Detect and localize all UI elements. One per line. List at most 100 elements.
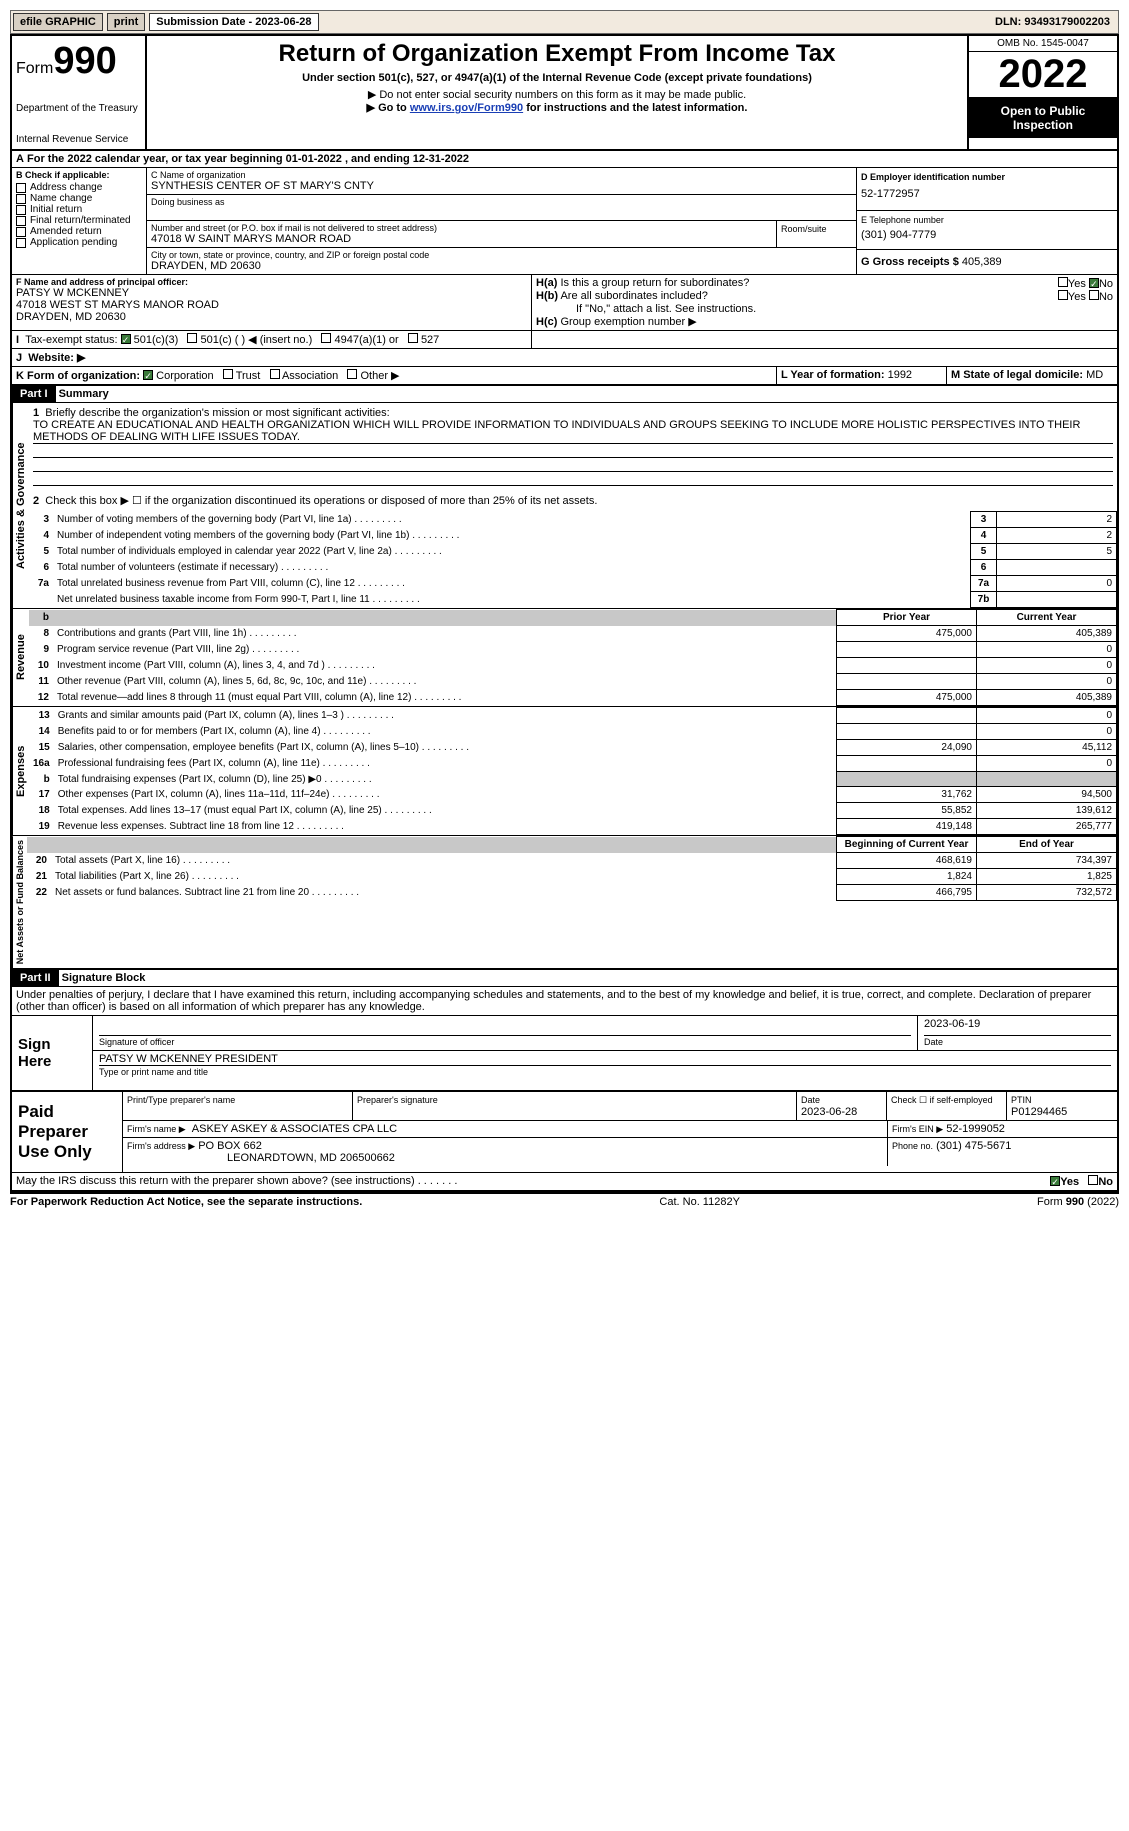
form-label: Form bbox=[16, 60, 53, 77]
corp-checkbox[interactable]: ✓ bbox=[143, 370, 153, 380]
goto-prefix: ▶ Go to bbox=[367, 102, 410, 114]
pra-notice: For Paperwork Reduction Act Notice, see … bbox=[10, 1196, 362, 1208]
table-row: 20Total assets (Part X, line 16)468,6197… bbox=[27, 853, 1117, 869]
side-governance: Activities & Governance bbox=[12, 403, 29, 608]
other-checkbox[interactable] bbox=[347, 369, 357, 379]
side-expenses: Expenses bbox=[12, 707, 29, 835]
checkbox-amended-return[interactable]: Amended return bbox=[16, 226, 142, 237]
topbar: efile GRAPHIC print Submission Date - 20… bbox=[10, 10, 1119, 34]
table-row: 15Salaries, other compensation, employee… bbox=[29, 740, 1117, 756]
q1-label: Briefly describe the organization's miss… bbox=[45, 407, 389, 419]
assoc-checkbox[interactable] bbox=[270, 369, 280, 379]
box-k-label: K Form of organization: bbox=[16, 370, 140, 382]
table-row: 22Net assets or fund balances. Subtract … bbox=[27, 885, 1117, 901]
side-netassets: Net Assets or Fund Balances bbox=[12, 836, 27, 968]
ha-no-checkbox[interactable]: ✓ bbox=[1089, 278, 1099, 288]
firm-phone: (301) 475-5671 bbox=[936, 1140, 1011, 1152]
irs-link[interactable]: www.irs.gov/Form990 bbox=[410, 102, 523, 114]
discuss-question: May the IRS discuss this return with the… bbox=[16, 1175, 1050, 1188]
ein: 52-1772957 bbox=[861, 182, 1113, 206]
dba-label: Doing business as bbox=[151, 197, 852, 207]
firm-addr-label: Firm's address ▶ bbox=[127, 1141, 195, 1151]
open-to-public: Open to Public Inspection bbox=[969, 98, 1117, 138]
hb-label: Are all subordinates included? bbox=[560, 290, 707, 302]
hb-note: If "No," attach a list. See instructions… bbox=[536, 303, 1113, 315]
ptin: P01294465 bbox=[1011, 1106, 1067, 1118]
checkbox-application-pending[interactable]: Application pending bbox=[16, 237, 142, 248]
table-row: 17Other expenses (Part IX, column (A), l… bbox=[29, 787, 1117, 803]
hb-yes-checkbox[interactable] bbox=[1058, 290, 1068, 300]
form-footer: Form 990 (2022) bbox=[1037, 1196, 1119, 1208]
checkbox-final-return-terminated[interactable]: Final return/terminated bbox=[16, 215, 142, 226]
ha-label: Is this a group return for subordinates? bbox=[560, 277, 749, 289]
table-row: 6Total number of volunteers (estimate if… bbox=[29, 560, 1117, 576]
print-name-label: Type or print name and title bbox=[99, 1067, 208, 1077]
year-formation: 1992 bbox=[888, 369, 912, 381]
box-g-label: G Gross receipts $ bbox=[861, 256, 959, 268]
form-note-ssn: ▶ Do not enter social security numbers o… bbox=[151, 88, 963, 101]
501c3-checkbox[interactable]: ✓ bbox=[121, 334, 131, 344]
box-l-label: L Year of formation: bbox=[781, 369, 885, 381]
addr-label: Number and street (or P.O. box if mail i… bbox=[151, 223, 772, 233]
prep-name-label: Print/Type preparer's name bbox=[127, 1095, 235, 1105]
table-row: 16aProfessional fundraising fees (Part I… bbox=[29, 756, 1117, 772]
table-row: 8Contributions and grants (Part VIII, li… bbox=[29, 626, 1117, 642]
firm-name: ASKEY ASKEY & ASSOCIATES CPA LLC bbox=[192, 1123, 397, 1135]
officer-addr2: DRAYDEN, MD 20630 bbox=[16, 311, 527, 323]
box-e-label: E Telephone number bbox=[861, 215, 1113, 225]
goto-suffix: for instructions and the latest informat… bbox=[523, 102, 747, 114]
box-m-label: M State of legal domicile: bbox=[951, 369, 1083, 381]
dln: DLN: 93493179002203 bbox=[995, 16, 1116, 28]
table-row: bTotal fundraising expenses (Part IX, co… bbox=[29, 772, 1117, 787]
firm-ein: 52-1999052 bbox=[946, 1123, 1005, 1135]
efile-button[interactable]: efile GRAPHIC bbox=[13, 13, 103, 31]
box-i-label: Tax-exempt status: bbox=[25, 334, 117, 346]
table-row: 12Total revenue—add lines 8 through 11 (… bbox=[29, 690, 1117, 706]
firm-addr2: LEONARDTOWN, MD 206500662 bbox=[127, 1152, 395, 1164]
officer-print-name: PATSY W MCKENNEY PRESIDENT bbox=[99, 1053, 1111, 1066]
form-number: 990 bbox=[53, 40, 116, 82]
discuss-no-checkbox[interactable] bbox=[1088, 1175, 1098, 1185]
form-subtitle: Under section 501(c), 527, or 4947(a)(1)… bbox=[151, 72, 963, 84]
table-row: Net unrelated business taxable income fr… bbox=[29, 592, 1117, 608]
form-header: Form990 Department of the Treasury Inter… bbox=[10, 34, 1119, 151]
checkbox-address-change[interactable]: Address change bbox=[16, 182, 142, 193]
mission-text: TO CREATE AN EDUCATIONAL AND HEALTH ORGA… bbox=[33, 419, 1113, 444]
box-c-label: C Name of organization bbox=[151, 170, 852, 180]
sig-officer-label: Signature of officer bbox=[99, 1037, 174, 1047]
cat-no: Cat. No. 11282Y bbox=[659, 1196, 740, 1208]
box-d-label: D Employer identification number bbox=[861, 172, 1113, 182]
table-row: 21Total liabilities (Part X, line 26)1,8… bbox=[27, 869, 1117, 885]
city-state-zip: DRAYDEN, MD 20630 bbox=[151, 260, 852, 272]
527-checkbox[interactable] bbox=[408, 333, 418, 343]
4947-checkbox[interactable] bbox=[321, 333, 331, 343]
table-row: 19Revenue less expenses. Subtract line 1… bbox=[29, 819, 1117, 835]
part2-header: Part II bbox=[12, 970, 59, 986]
line-a: A For the 2022 calendar year, or tax yea… bbox=[12, 151, 1117, 167]
ptin-label: PTIN bbox=[1011, 1095, 1032, 1105]
trust-checkbox[interactable] bbox=[223, 369, 233, 379]
prep-date-label: Date bbox=[801, 1095, 820, 1105]
domicile-state: MD bbox=[1086, 369, 1103, 381]
table-row: 13Grants and similar amounts paid (Part … bbox=[29, 708, 1117, 724]
gross-receipts: 405,389 bbox=[962, 256, 1002, 268]
org-name: SYNTHESIS CENTER OF ST MARY'S CNTY bbox=[151, 180, 852, 192]
firm-ein-label: Firm's EIN ▶ bbox=[892, 1124, 943, 1134]
501c-checkbox[interactable] bbox=[187, 333, 197, 343]
street-address: 47018 W SAINT MARYS MANOR ROAD bbox=[151, 233, 772, 245]
print-button[interactable]: print bbox=[107, 13, 145, 31]
checkbox-initial-return[interactable]: Initial return bbox=[16, 204, 142, 215]
sign-here-label: Sign Here bbox=[12, 1016, 92, 1090]
box-j-label: Website: ▶ bbox=[28, 352, 85, 364]
checkbox-name-change[interactable]: Name change bbox=[16, 193, 142, 204]
firm-name-label: Firm's name ▶ bbox=[127, 1124, 186, 1134]
part1-title: Summary bbox=[59, 388, 109, 400]
table-row: 7aTotal unrelated business revenue from … bbox=[29, 576, 1117, 592]
box-f-label: F Name and address of principal officer: bbox=[16, 277, 527, 287]
ha-yes-checkbox[interactable] bbox=[1058, 277, 1068, 287]
paid-preparer-label: Paid Preparer Use Only bbox=[12, 1092, 122, 1172]
part2-title: Signature Block bbox=[62, 972, 146, 984]
hb-no-checkbox[interactable] bbox=[1089, 290, 1099, 300]
discuss-yes-checkbox[interactable]: ✓ bbox=[1050, 1176, 1060, 1186]
table-row: 10Investment income (Part VIII, column (… bbox=[29, 658, 1117, 674]
